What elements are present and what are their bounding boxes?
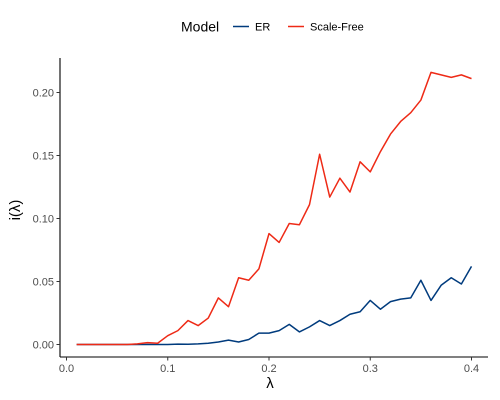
legend: Model ER Scale-Free: [181, 19, 364, 35]
x-tick-label: 0.4: [464, 363, 479, 375]
series-line-er: [76, 266, 473, 346]
x-tick-label: 0.1: [160, 363, 175, 375]
legend-label-er: ER: [255, 22, 270, 34]
x-tick-label: 0.2: [261, 363, 276, 375]
x-axis-title: λ: [266, 375, 274, 392]
axes: 0.0 0.1 0.2 0.3 0.4 0.00 0.05 0.10 0.15 0.20: [33, 58, 488, 375]
plot-series: [76, 71, 473, 346]
y-axis-title: i(λ): [7, 200, 24, 221]
legend-label-scale-free: Scale-Free: [310, 22, 364, 34]
x-tick-label: 0.3: [363, 363, 378, 375]
y-tick-label: 0.10: [33, 214, 54, 226]
y-tick-label: 0.20: [33, 88, 54, 100]
y-tick-label: 0.15: [33, 151, 54, 163]
y-tick-label: 0.05: [33, 277, 54, 289]
series-line-scale-free: [76, 71, 472, 346]
y-tick-label: 0.00: [33, 340, 54, 352]
x-tick-label: 0.0: [59, 363, 74, 375]
legend-title: Model: [181, 19, 219, 35]
